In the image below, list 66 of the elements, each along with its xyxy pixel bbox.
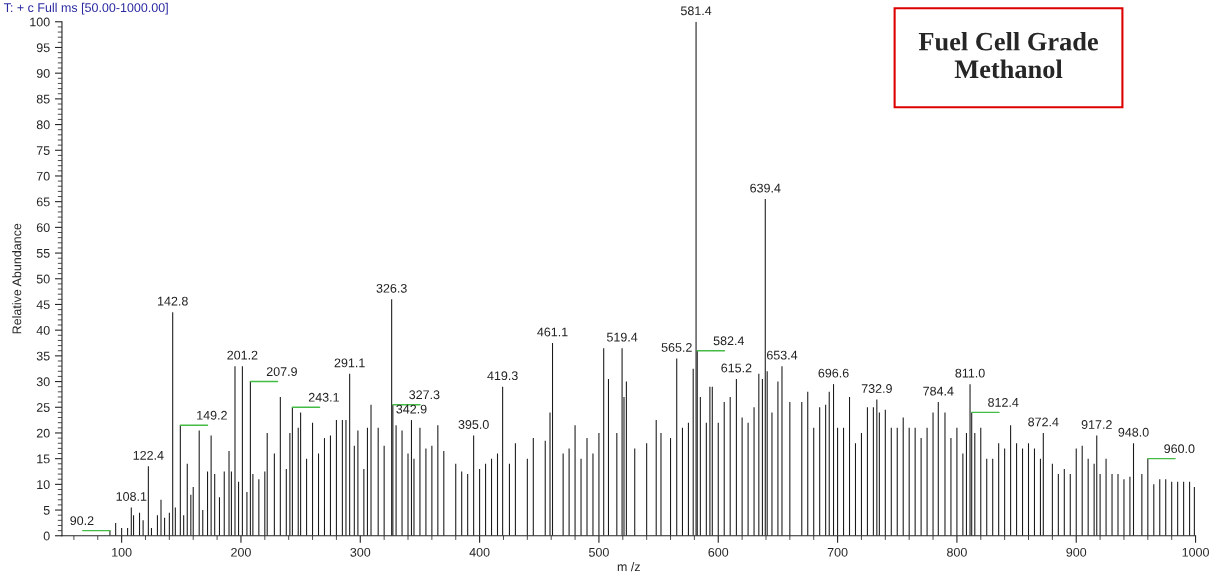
y-tick-label: 55: [36, 249, 50, 258]
x-tick-label: 700: [827, 547, 848, 557]
x-tick-label: 300: [350, 547, 371, 557]
annotation: 291.1: [334, 358, 365, 368]
y-tick-label: 5: [43, 505, 50, 515]
y-tick-label: 100: [30, 17, 50, 27]
y-tick-label: 35: [36, 351, 50, 361]
annotation: 461.1: [537, 327, 568, 337]
y-tick-label: 85: [36, 94, 50, 104]
annotation: 784.4: [923, 386, 954, 396]
y-tick-label: 50: [36, 274, 50, 284]
annotation: 201.2: [227, 350, 258, 360]
y-tick-label: 0: [43, 531, 50, 541]
y-tick-label: 65: [36, 197, 50, 207]
annotation: Fuel Cell Grade Methanol: [918, 31, 1098, 79]
y-tick-label: 70: [36, 171, 50, 181]
annotation: 582.4: [713, 336, 745, 346]
y-tick-label: 80: [36, 120, 50, 130]
annotation: 696.6: [818, 368, 849, 378]
x-tick-label: 200: [231, 547, 251, 557]
y-tick-label: 30: [36, 377, 50, 387]
y-tick-label: 60: [36, 223, 50, 233]
annotation: 243.1: [308, 392, 339, 402]
y-tick-label: 20: [36, 428, 50, 438]
annotation: 142.8: [158, 296, 188, 306]
y-axis-title: Relative Abundance: [12, 223, 22, 334]
annotation: 960.0: [1164, 444, 1195, 454]
annotation: 122.4: [133, 450, 164, 460]
annotation: 149.2: [197, 410, 227, 420]
y-tick-label: 95: [36, 43, 50, 53]
annotation: 395.0: [458, 420, 489, 429]
y-tick-label: 90: [36, 68, 50, 78]
x-tick-label: 500: [589, 547, 609, 557]
annotation: 811.0: [955, 368, 985, 378]
annotation: 565.2: [661, 343, 692, 352]
annotation: 342.9: [396, 404, 427, 414]
annotation: 419.3: [487, 371, 518, 381]
x-tick-label: 1000: [1182, 547, 1209, 557]
x-tick-label: 900: [1066, 547, 1087, 557]
x-tick-label: 800: [947, 547, 967, 557]
x-tick-label: 600: [708, 547, 729, 557]
annotation: 615.2: [721, 363, 752, 373]
x-tick-label: 400: [469, 547, 490, 557]
y-tick-label: 45: [36, 300, 50, 310]
annotation: 581.4: [680, 6, 712, 16]
annotation: 639.4: [750, 183, 781, 193]
annotation: 812.4: [988, 397, 1019, 407]
annotation: 732.9: [861, 384, 892, 393]
text: T: + c Full ms [50.00-1000.00]: [3, 2, 168, 15]
annotation: 108.1: [116, 492, 147, 501]
y-tick-label: 75: [36, 146, 50, 155]
y-tick-label: 15: [37, 454, 50, 464]
annotation: 90.2: [70, 516, 94, 526]
annotation: 872.4: [1028, 417, 1059, 427]
annotation: 917.2: [1081, 420, 1112, 429]
y-tick-label: 10: [37, 480, 50, 490]
annotation: 207.9: [266, 367, 297, 377]
y-tick-label: 40: [36, 325, 50, 335]
annotation: 327.3: [409, 390, 440, 400]
annotation: 653.4: [766, 350, 798, 360]
annotation: 326.3: [376, 283, 407, 293]
x-tick-label: 100: [112, 547, 132, 557]
annotation: 519.4: [606, 332, 638, 342]
y-tick-label: 25: [36, 403, 50, 412]
annotation: 948.0: [1118, 427, 1149, 437]
x-axis-title: m /z: [617, 561, 640, 572]
